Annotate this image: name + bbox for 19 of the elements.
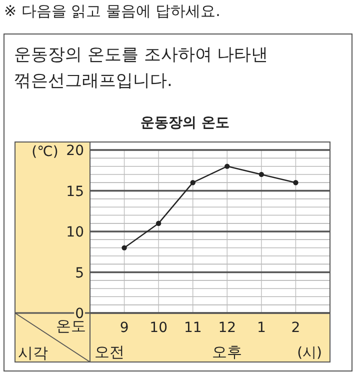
xtick: 9: [120, 320, 129, 336]
xtick: 2: [291, 320, 300, 336]
ylabel: (℃): [32, 144, 58, 160]
xlabel: (시): [297, 345, 322, 361]
ytick: 15: [66, 184, 84, 200]
ytick: 10: [66, 224, 84, 240]
annotation: 시각: [18, 344, 48, 362]
xtick: 11: [184, 320, 202, 336]
annotation: 오전: [94, 343, 124, 361]
xtick: 12: [218, 320, 236, 336]
annotation: 운동장의 온도를 조사하여 나타낸 꺾은선그래프입니다.: [14, 44, 270, 93]
ytick: 20: [66, 143, 84, 159]
xtick: 10: [150, 320, 168, 336]
ytick: 0: [75, 306, 84, 322]
title: 운동장의 온도: [140, 115, 230, 131]
annotation: ※ 다음을 읽고 물음에 답하세요.: [4, 2, 220, 21]
annotation: 오후: [212, 343, 242, 361]
xtick: 1: [256, 320, 266, 336]
ytick: 5: [75, 265, 84, 282]
